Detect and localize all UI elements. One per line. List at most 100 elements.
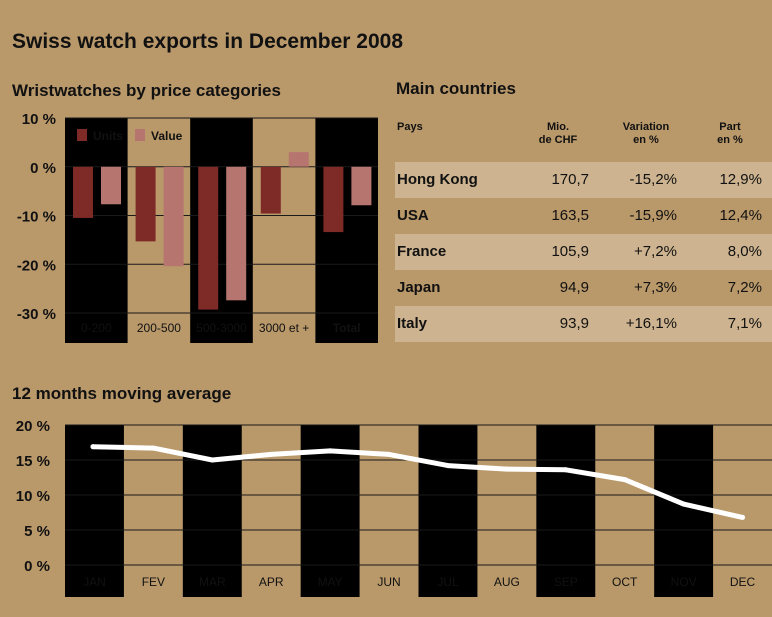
cell-variation: +7,2% xyxy=(634,243,677,260)
header-part-line1: Part xyxy=(719,121,741,133)
header-part: Part en % xyxy=(710,121,750,147)
cell-variation: -15,9% xyxy=(629,207,677,224)
header-mio: Mio. de CHF xyxy=(523,121,593,147)
x-tick-label: FEV xyxy=(142,575,165,589)
data-point xyxy=(90,444,96,450)
cell-part: 8,0% xyxy=(727,243,762,260)
line-chart-title: 12 months moving average xyxy=(12,384,232,403)
y-tick-label: 0 % xyxy=(30,160,56,177)
x-tick-label: 200-500 xyxy=(137,321,181,335)
legend-label: Units xyxy=(93,129,123,143)
data-point xyxy=(681,501,687,507)
line-series xyxy=(90,444,745,520)
y-tick-label: -30 % xyxy=(17,306,56,323)
bar-value xyxy=(288,152,309,167)
legend-swatch xyxy=(135,129,145,141)
y-tick-label: 10 % xyxy=(16,488,50,505)
header-variation-line2: en % xyxy=(633,134,659,146)
legend-label: Value xyxy=(151,129,183,143)
x-tick-label: 500-3000 xyxy=(196,321,247,335)
data-point xyxy=(386,451,392,457)
table-title: Main countries xyxy=(396,79,516,98)
x-tick-label: NOV xyxy=(671,575,697,589)
x-tick-label: Total xyxy=(333,321,361,335)
month-band xyxy=(536,425,596,597)
y-tick-label: 10 % xyxy=(22,111,56,128)
x-tick-label: SEP xyxy=(554,575,578,589)
bar-value xyxy=(226,166,247,301)
x-tick-label: 0-200 xyxy=(81,321,112,335)
month-band xyxy=(418,425,478,597)
header-mio-line2: de CHF xyxy=(538,134,578,146)
bar-value xyxy=(101,166,121,205)
cell-variation: +16,1% xyxy=(625,315,677,332)
x-tick-label: 3000 et + xyxy=(259,321,309,335)
table-header: Pays Mio. de CHF Variation en % Part en … xyxy=(395,118,772,162)
y-tick-label: 20 % xyxy=(16,418,50,435)
category-band xyxy=(65,118,128,343)
header-country: Pays xyxy=(397,121,423,133)
x-tick-label: MAY xyxy=(318,575,343,589)
bar-units xyxy=(135,166,156,242)
cell-country: France xyxy=(397,243,447,260)
x-tick-label: DEC xyxy=(730,575,756,589)
data-point xyxy=(563,467,569,473)
cell-country: Italy xyxy=(397,315,428,332)
x-tick-label: JUL xyxy=(437,575,459,589)
bar-units xyxy=(323,166,344,233)
x-tick-label: APR xyxy=(259,575,284,589)
cell-mio: 94,9 xyxy=(559,279,589,296)
cell-part: 12,4% xyxy=(719,207,762,224)
y-tick-label: 5 % xyxy=(24,523,50,540)
data-point xyxy=(268,451,274,457)
bar-chart-title: Wristwatches by price categories xyxy=(12,81,281,100)
table-row: Hong Kong 170,7 -15,2% 12,9% xyxy=(395,162,772,198)
x-tick-label: JAN xyxy=(83,575,106,589)
month-band xyxy=(182,425,242,597)
header-mio-line1: Mio. xyxy=(547,121,569,133)
cell-mio: 105,9 xyxy=(551,243,589,260)
countries-table: Pays Mio. de CHF Variation en % Part en … xyxy=(395,118,772,342)
month-band xyxy=(65,425,124,597)
data-point xyxy=(622,477,628,483)
bar-units xyxy=(198,166,219,310)
bar-value xyxy=(163,166,184,267)
bar-value xyxy=(351,166,372,206)
table-row: USA 163,5 -15,9% 12,4% xyxy=(395,198,772,234)
x-tick-label: MAR xyxy=(199,575,226,589)
cell-country: USA xyxy=(397,207,429,224)
header-part-line2: en % xyxy=(717,134,743,146)
cell-part: 7,2% xyxy=(727,279,762,296)
cell-country: Japan xyxy=(397,279,441,296)
x-tick-label: AUG xyxy=(494,575,520,589)
cell-variation: -15,2% xyxy=(629,171,677,188)
page-title: Swiss watch exports in December 2008 xyxy=(12,30,404,53)
legend-swatch xyxy=(77,129,87,141)
cell-part: 7,1% xyxy=(727,315,762,332)
cell-mio: 170,7 xyxy=(551,171,589,188)
data-point xyxy=(504,466,510,472)
header-variation: Variation en % xyxy=(611,121,681,147)
x-tick-label: JUN xyxy=(377,575,400,589)
line-chart: 20 % 15 % 10 % 5 % 0 % JAN FEV MAR APR MAY JUN JUL A… xyxy=(16,418,772,597)
y-tick-label: 15 % xyxy=(16,453,50,470)
table-row: France 105,9 +7,2% 8,0% xyxy=(395,234,772,270)
y-tick-label: 0 % xyxy=(24,558,50,575)
cell-mio: 163,5 xyxy=(551,207,589,224)
cell-country: Hong Kong xyxy=(397,171,478,188)
data-point xyxy=(209,457,215,463)
data-point xyxy=(445,463,451,469)
header-variation-line1: Variation xyxy=(622,121,670,133)
data-point xyxy=(740,514,746,520)
bar-units xyxy=(73,166,93,218)
y-tick-label: -20 % xyxy=(17,257,56,274)
cell-part: 12,9% xyxy=(719,171,762,188)
data-point xyxy=(150,445,156,451)
x-tick-label: OCT xyxy=(612,575,638,589)
table-row: Italy 93,9 +16,1% 7,1% xyxy=(395,306,772,342)
cell-mio: 93,9 xyxy=(559,315,589,332)
table-row: Japan 94,9 +7,3% 7,2% xyxy=(395,270,772,306)
cell-variation: +7,3% xyxy=(634,279,677,296)
bar-units xyxy=(260,166,281,214)
data-point xyxy=(327,448,333,454)
